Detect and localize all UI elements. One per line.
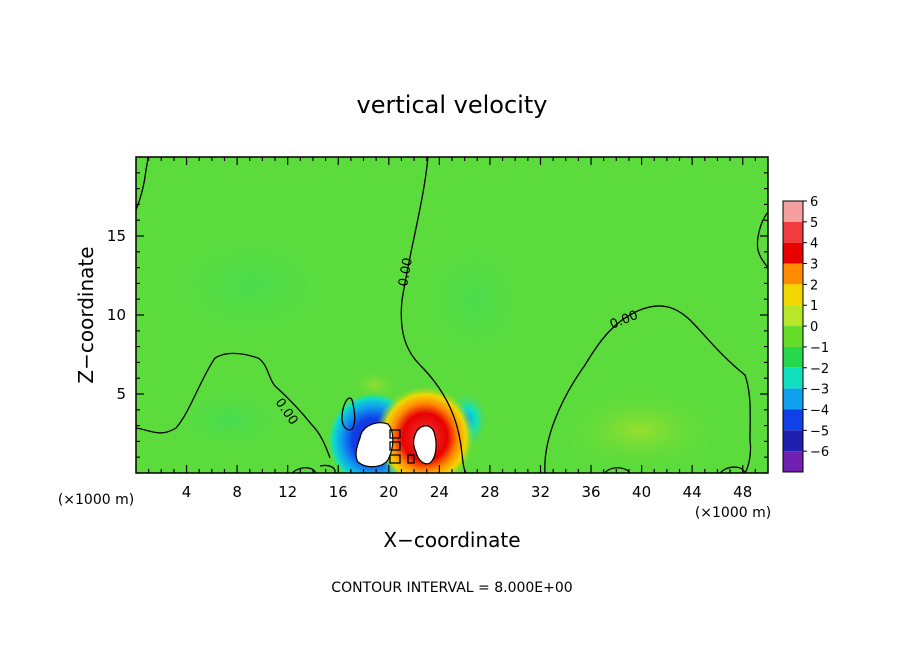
colorbar-swatch — [783, 388, 803, 410]
colorbar-swatch — [783, 409, 803, 431]
y-tick-label: 5 — [116, 385, 126, 403]
colorbar-label: −5 — [810, 424, 829, 439]
colorbar-label: 6 — [810, 195, 818, 210]
x-tick-label: 8 — [232, 483, 242, 501]
y-tick-label: 10 — [107, 306, 126, 324]
contour-interval-note: CONTOUR INTERVAL = 8.000E+00 — [331, 580, 572, 596]
colorbar-swatch — [783, 367, 803, 389]
colorbar-swatch — [783, 221, 803, 243]
x-tick-label: 28 — [480, 483, 499, 501]
colorbar-label: −2 — [810, 362, 829, 377]
dark-green-region — [140, 215, 360, 355]
contour-line — [407, 454, 415, 464]
colorbar-label: 1 — [810, 299, 818, 314]
colorbar-label: −4 — [810, 403, 829, 418]
colorbar-swatch — [783, 242, 803, 264]
colorbar-label: 2 — [810, 278, 818, 293]
colorbar-label: −3 — [810, 383, 829, 398]
contour-line — [136, 157, 149, 211]
zero-contours — [136, 157, 768, 473]
contour-line — [389, 429, 401, 464]
contour-line — [756, 211, 768, 269]
colorbar-label: −1 — [810, 341, 829, 356]
contour-line — [341, 397, 356, 431]
yellow-green-region — [350, 370, 400, 400]
colorbar-swatch — [783, 263, 803, 285]
colorbar: 6 5 4 3 2 1 0 −1 −2 −3 −4 −5 −6 — [782, 195, 829, 473]
y-axis-label: Z−coordinate — [74, 246, 98, 383]
x-tick-label: 16 — [329, 483, 348, 501]
x-tick-label: 44 — [683, 483, 702, 501]
plot-area: 0.00 0.00 0.00 — [136, 157, 768, 473]
x-tick-label: 32 — [531, 483, 550, 501]
colorbar-swatch — [783, 326, 803, 347]
colorbar-label: −6 — [810, 445, 829, 460]
colorbar-swatch — [783, 451, 803, 472]
dark-green-region — [405, 220, 545, 380]
x-tick-label: 20 — [379, 483, 398, 501]
updraft-core — [413, 425, 437, 465]
x-unit-right: (×1000 m) — [695, 505, 771, 521]
colorbar-label: 0 — [810, 320, 818, 335]
colorbar-frame — [782, 200, 804, 473]
colorbar-swatch — [783, 305, 803, 327]
colorbar-swatch — [783, 346, 803, 368]
chart-title: vertical velocity — [357, 91, 548, 119]
downdraft-core — [355, 422, 394, 468]
y-tick-label: 15 — [107, 227, 126, 245]
x-axis-label: X−coordinate — [383, 528, 520, 552]
x-axis: 4 8 12 16 20 24 28 32 36 40 44 48 — [148, 157, 756, 501]
yellow-green-region — [560, 390, 720, 470]
x-tick-label: 36 — [581, 483, 600, 501]
x-unit-left: (×1000 m) — [58, 492, 134, 508]
x-tick-label: 12 — [278, 483, 297, 501]
x-tick-label: 48 — [733, 483, 752, 501]
colorbar-label: 3 — [810, 258, 818, 273]
y-axis: 5 10 15 — [107, 172, 768, 458]
dark-green-region — [160, 380, 300, 460]
contour-line — [136, 352, 336, 473]
colorbar-label: 4 — [810, 237, 818, 252]
colorbar-swatch — [783, 284, 803, 306]
contour-line — [400, 157, 467, 473]
colorbar-swatch — [783, 430, 803, 452]
colorbar-label: 5 — [810, 216, 818, 231]
x-tick-label: 4 — [182, 483, 192, 501]
x-tick-label: 24 — [430, 483, 449, 501]
contour-label: 0.00 — [396, 257, 416, 288]
colorbar-swatch — [783, 201, 803, 222]
x-tick-label: 40 — [632, 483, 651, 501]
